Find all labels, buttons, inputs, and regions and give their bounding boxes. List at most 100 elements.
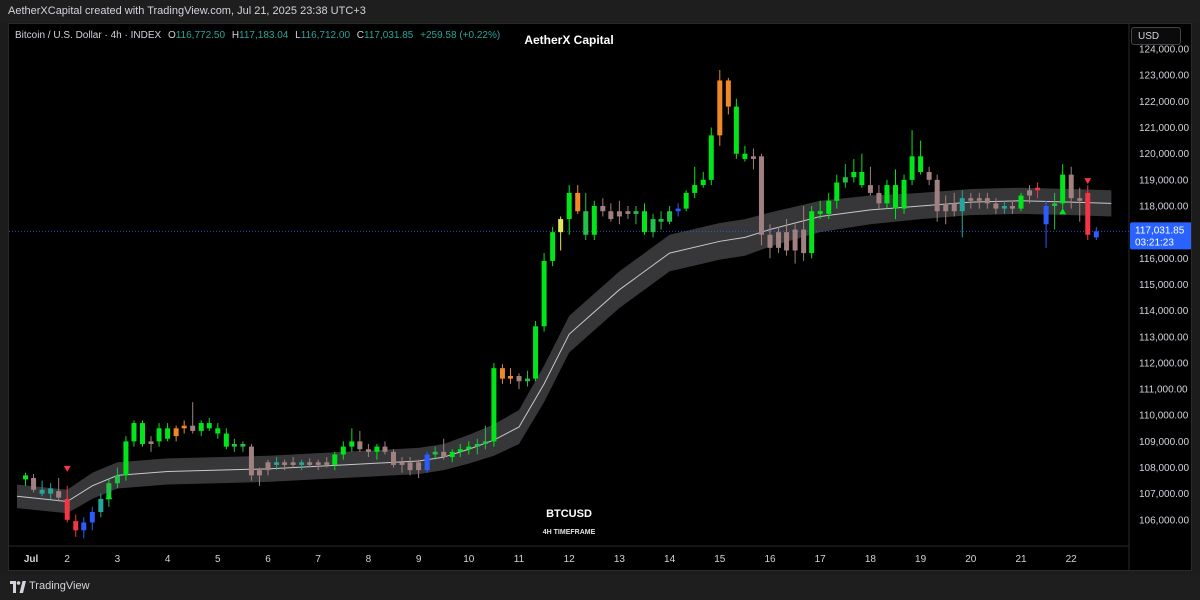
candle-body (993, 203, 999, 209)
candle-body (449, 451, 455, 458)
tradingview-logo-icon[interactable] (10, 581, 26, 593)
candle-body (984, 198, 990, 204)
candle-body (1018, 195, 1024, 209)
price-tick-label: 109,000.00 (1139, 437, 1189, 448)
candle-body (324, 462, 330, 465)
candle-body (1035, 187, 1041, 191)
time-tick-label: 21 (1015, 554, 1027, 565)
candle-body (767, 234, 773, 248)
candle-body (776, 232, 782, 248)
candle-body (642, 211, 647, 233)
candle-body (424, 454, 430, 471)
trend-band (17, 187, 1112, 514)
candle-body (274, 462, 280, 465)
candle-body (256, 470, 262, 476)
candle-body (307, 462, 313, 465)
candle-body (482, 441, 488, 444)
price-tick-label: 110,000.00 (1139, 411, 1189, 422)
candle-body (859, 172, 865, 186)
footer-bar: TradingView (0, 575, 1200, 600)
candle-body (416, 462, 422, 471)
price-tick-label: 120,000.00 (1139, 149, 1189, 160)
price-tick-label: 123,000.00 (1139, 71, 1189, 82)
candle-body (708, 135, 714, 180)
candle-body (968, 198, 974, 201)
candle-body (650, 219, 656, 233)
candle-body (658, 219, 664, 222)
current-price-label: 117,031.85 (1135, 225, 1185, 236)
candle-body (600, 206, 606, 212)
candle-body (758, 156, 764, 235)
candle-body (290, 462, 296, 465)
candle-body (566, 192, 572, 220)
candle-body (114, 475, 120, 484)
candle-body (959, 198, 965, 212)
candle-body (675, 208, 681, 212)
buy-signal-marker (105, 493, 113, 500)
price-countdown-label: 03:21:23 (1135, 237, 1174, 248)
candle-body (248, 446, 254, 476)
candle-body (750, 156, 756, 159)
currency-button[interactable]: USD (1131, 27, 1181, 45)
time-tick-label: 8 (366, 554, 372, 565)
time-tick-label: 17 (815, 554, 827, 565)
time-tick-label: 16 (764, 554, 776, 565)
low-value: 116,712.00 (300, 30, 351, 41)
candle-body (893, 185, 898, 209)
candle-body (583, 211, 589, 235)
candle-body (934, 179, 940, 212)
time-tick-label: 15 (714, 554, 726, 565)
candle-body (265, 462, 271, 471)
candle-body (842, 177, 848, 183)
change-value: +259.58 (+0.22%) (420, 30, 501, 41)
candle-body (591, 206, 597, 235)
candle-body (357, 441, 363, 450)
price-tick-label: 113,000.00 (1139, 332, 1189, 343)
candle-body (81, 522, 87, 531)
candle-body (399, 462, 405, 465)
high-value: 117,183.04 (239, 30, 289, 41)
sell-signal-marker (1084, 178, 1092, 185)
price-tick-label: 115,000.00 (1139, 280, 1189, 291)
candle-body (1027, 190, 1033, 196)
candle-body (206, 423, 212, 429)
candle-body (173, 428, 179, 437)
candle-body (98, 498, 104, 512)
candle-body (625, 211, 631, 214)
symbol-name[interactable]: Bitcoin / U.S. Dollar · 4h · INDEX (15, 30, 162, 41)
candle-body (123, 441, 129, 476)
candle-body (231, 444, 237, 447)
price-tick-label: 114,000.00 (1139, 306, 1189, 317)
candle-body (525, 378, 531, 382)
candle-body (558, 219, 564, 233)
candle-body (457, 449, 463, 452)
price-tick-label: 112,000.00 (1139, 358, 1189, 369)
candle-body (926, 172, 932, 180)
buy-signal-marker (1059, 208, 1067, 215)
candle-body (667, 211, 673, 222)
open-value: 116,772.50 (175, 30, 226, 41)
candle-body (918, 156, 924, 172)
candle-body (1052, 203, 1058, 206)
candle-body (140, 423, 145, 444)
current-price-tag (1130, 222, 1191, 250)
candle-body (23, 475, 29, 480)
candle-body (834, 182, 840, 201)
footer-brand[interactable]: TradingView (29, 580, 90, 592)
candle-body (474, 444, 480, 447)
candle-body (374, 446, 380, 452)
time-tick-label: 20 (965, 554, 977, 565)
candle-body (198, 423, 204, 431)
candle-body (976, 198, 982, 201)
chart-panel[interactable]: 106,000.00 107,000.00 108,000.00 109,000.00… (8, 23, 1192, 571)
chart-title: AetherX Capital (524, 33, 614, 47)
time-tick-label: 9 (416, 554, 422, 565)
candle-body (1085, 192, 1091, 235)
candle-body (608, 211, 614, 220)
time-tick-label: 12 (564, 554, 576, 565)
candle-body (73, 521, 79, 531)
candle-body (884, 185, 890, 204)
candle-body (683, 192, 689, 209)
candle-body (240, 444, 246, 447)
candlestick-chart[interactable]: 106,000.00 107,000.00 108,000.00 109,000.00… (9, 24, 1192, 571)
